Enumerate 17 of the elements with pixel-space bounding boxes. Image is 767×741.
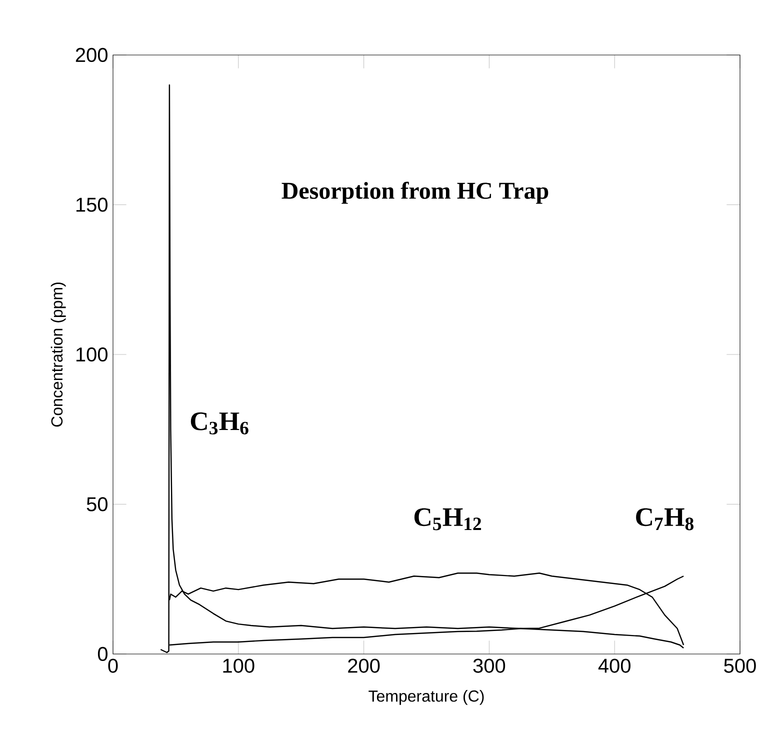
x-axis-title: Temperature (C) — [368, 690, 484, 705]
y-tick-label: 150 — [76, 198, 108, 212]
x-tick-label: 500 — [724, 658, 756, 673]
x-tick-label: 200 — [348, 658, 380, 673]
x-tick-label: 100 — [223, 658, 254, 673]
y-tick-label: 50 — [86, 497, 108, 512]
series-label: C$_{7}$H$_{8}$ — [636, 508, 694, 530]
y-axis-title: Concentration (ppm) — [50, 282, 66, 427]
series-label: C$_{3}$H$_{6}$ — [190, 412, 248, 434]
x-tick-label: 300 — [473, 658, 506, 673]
y-tick-label: 100 — [76, 347, 108, 362]
x-tick-label: 400 — [598, 658, 630, 673]
y-tick-label: 0 — [98, 646, 108, 662]
series-label: C$_{5}$H$_{12}$ — [414, 508, 482, 530]
text: Desorption from HC Trap — [282, 182, 548, 204]
y-tick-label: 200 — [76, 48, 108, 62]
x-tick-label: 0 — [108, 658, 118, 673]
